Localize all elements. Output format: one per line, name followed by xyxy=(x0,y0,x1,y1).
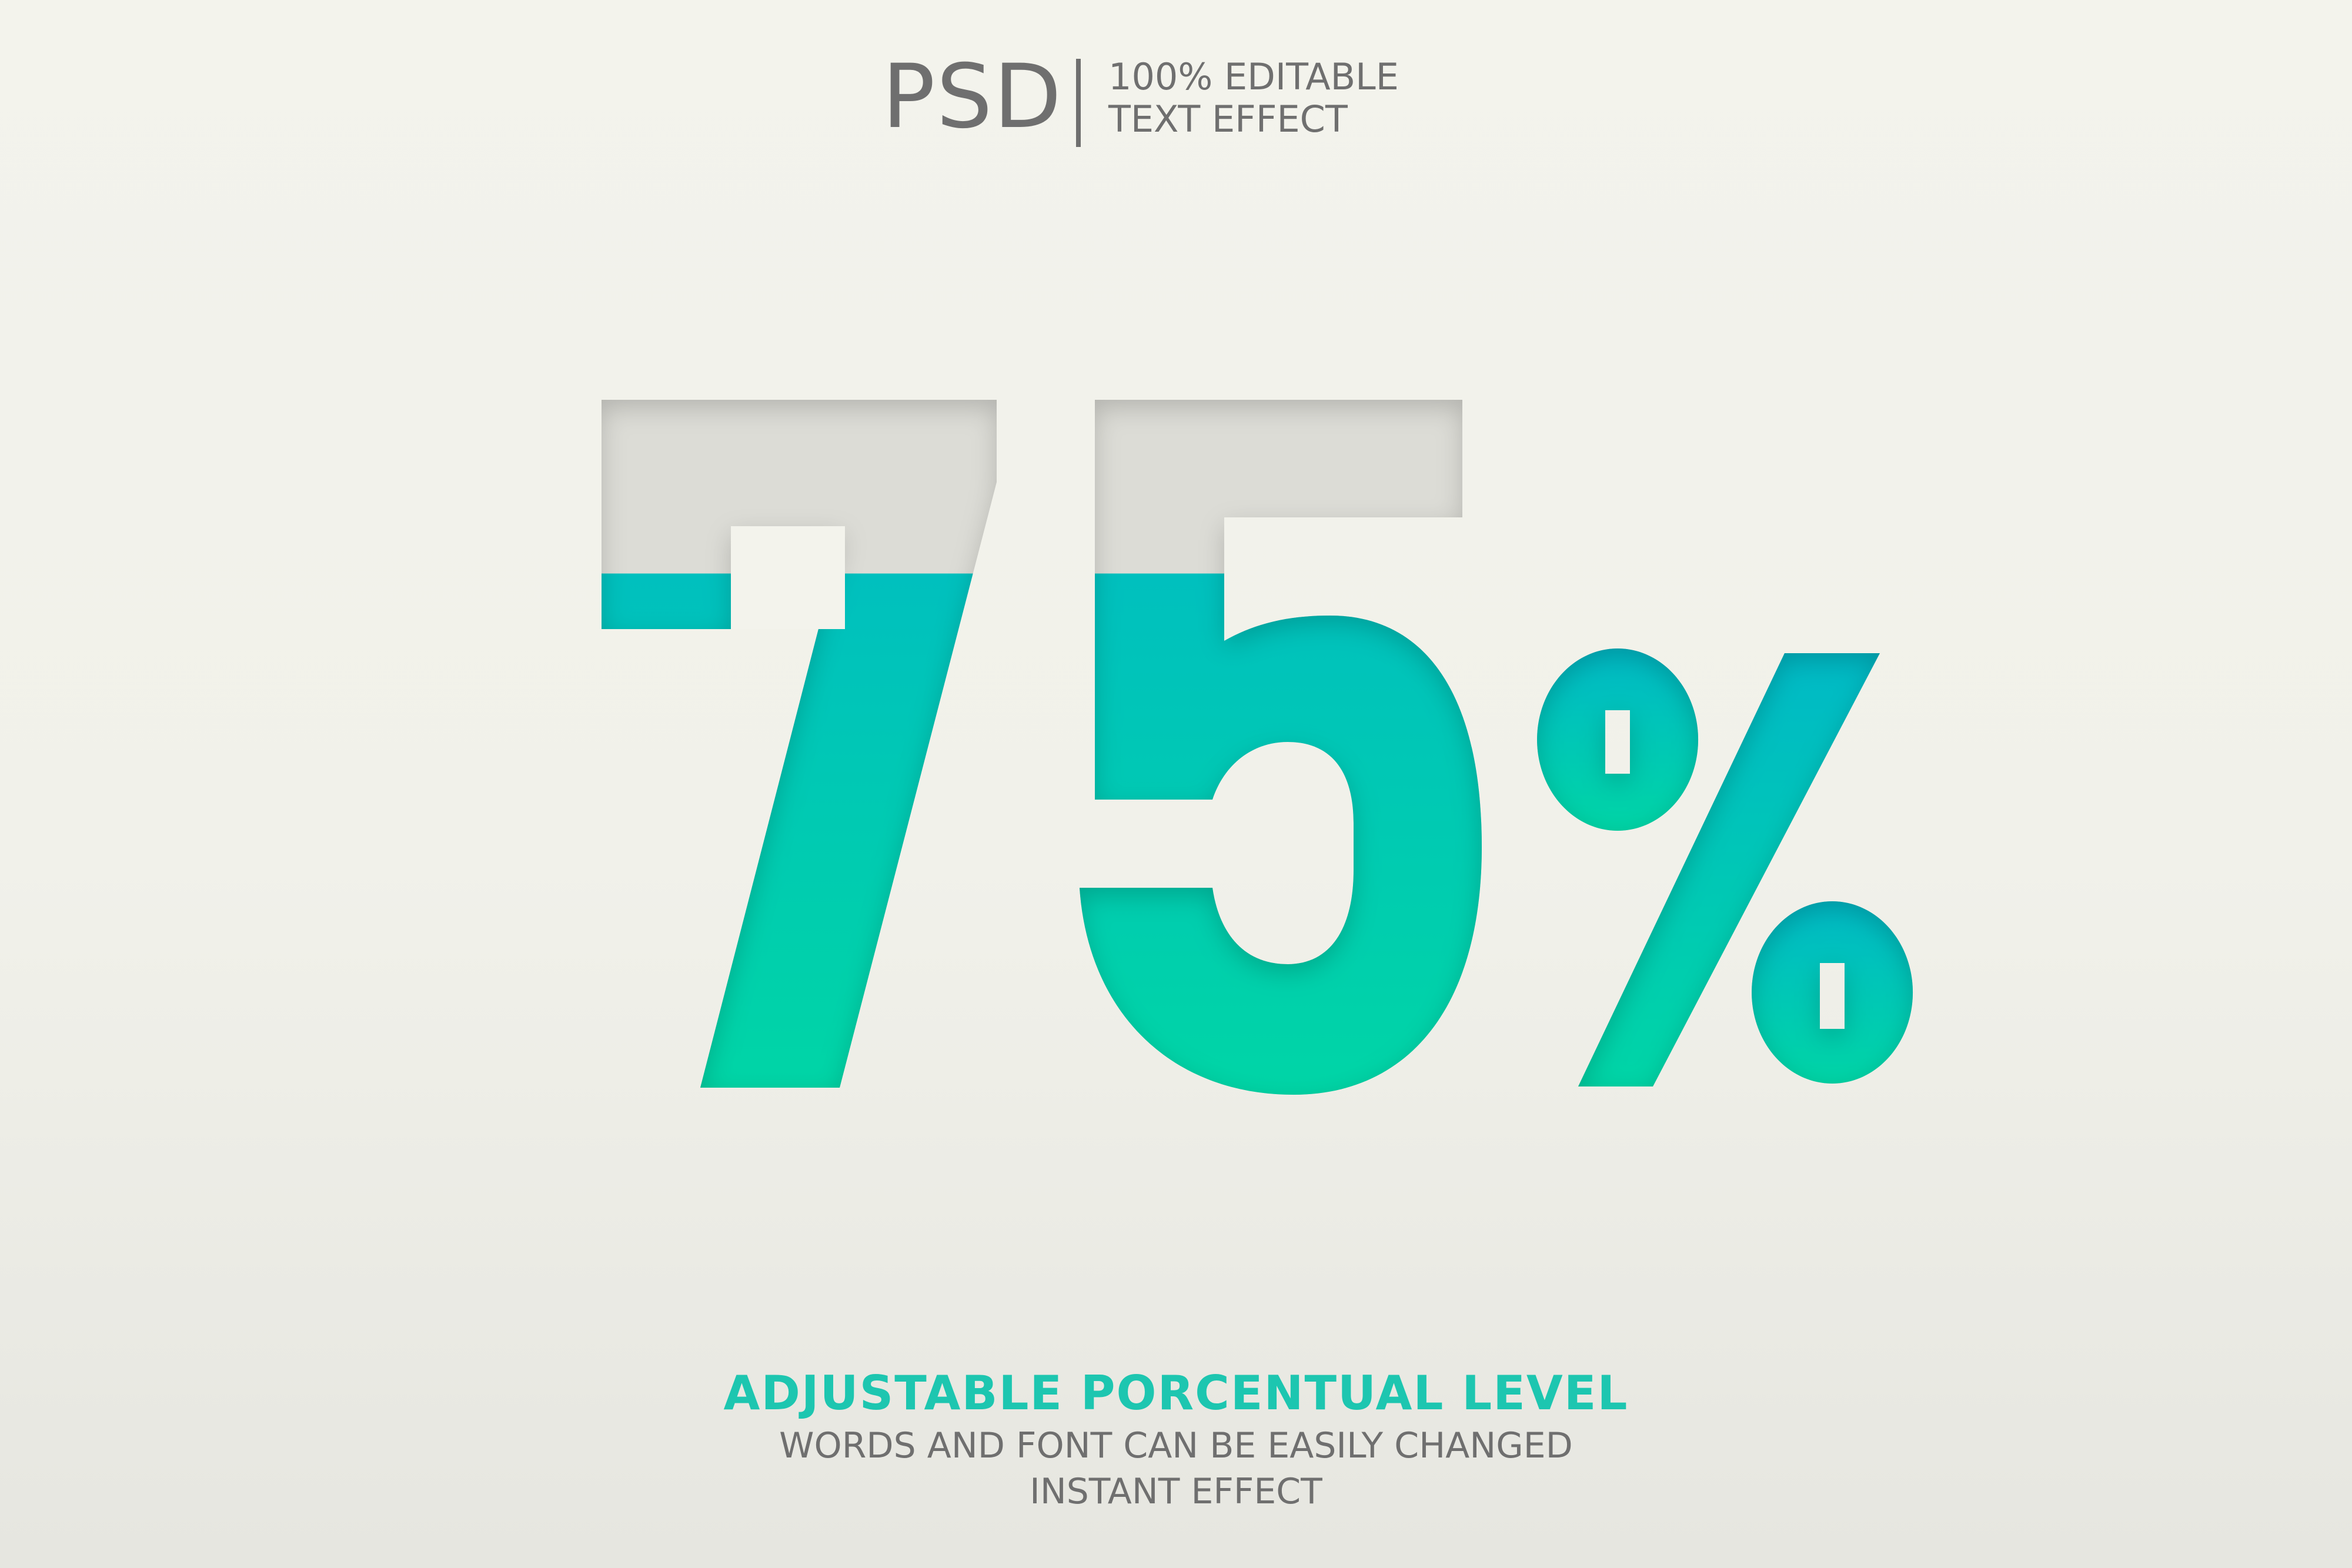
brand-logo: PSD xyxy=(882,46,1063,148)
header-tagline: 100% EDITABLE TEXT EFFECT xyxy=(1108,56,1399,141)
header: PSD 100% EDITABLE TEXT EFFECT xyxy=(0,41,2352,159)
paper-notches xyxy=(731,526,845,629)
footer: ADJUSTABLE PORCENTUAL LEVEL WORDS AND FO… xyxy=(0,1364,2352,1514)
header-divider xyxy=(1076,59,1081,147)
footer-line-2: INSTANT EFFECT xyxy=(1030,1471,1322,1512)
footer-headline: ADJUSTABLE PORCENTUAL LEVEL xyxy=(723,1366,1629,1420)
tagline-line-1: 100% EDITABLE xyxy=(1108,55,1399,98)
tagline-line-2: TEXT EFFECT xyxy=(1108,98,1348,141)
footer-line-1: WORDS AND FONT CAN BE EASILY CHANGED xyxy=(779,1425,1573,1466)
